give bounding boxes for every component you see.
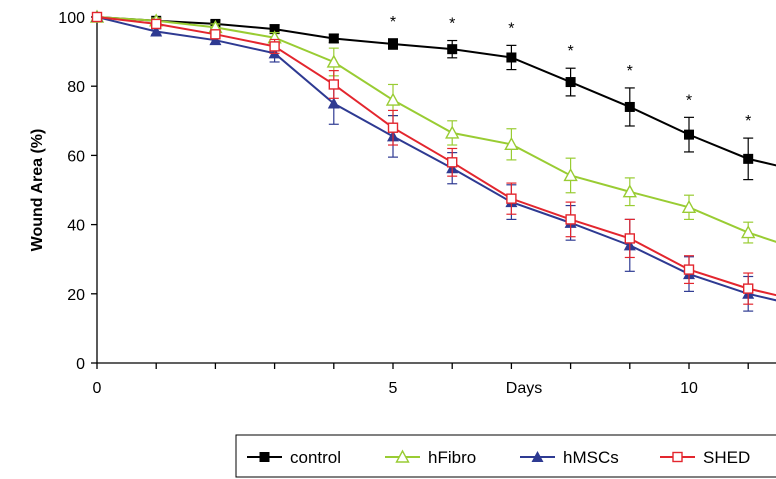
- data-point: [681, 199, 697, 214]
- data-point: [150, 18, 162, 30]
- data-point: [741, 225, 756, 239]
- significance-star: *: [686, 92, 692, 109]
- significance-star: *: [449, 16, 455, 33]
- series-line: [96, 16, 776, 243]
- significance-markers: * * * * * * *: [390, 14, 751, 130]
- data-point: [387, 122, 399, 133]
- y-tick-label: 0: [76, 356, 85, 373]
- data-point: [672, 451, 683, 463]
- y-tick-label: 60: [67, 148, 85, 165]
- data-point: [506, 52, 517, 63]
- significance-star: *: [627, 63, 633, 80]
- x-axis-title: Days: [506, 380, 542, 397]
- data-point: [328, 33, 339, 44]
- y-tick-label: 20: [67, 287, 85, 304]
- y-tick-label: 100: [58, 10, 85, 27]
- series-SHED: [91, 11, 776, 305]
- data-point: [624, 101, 635, 112]
- data-point: [445, 125, 460, 139]
- data-point: [150, 25, 163, 37]
- data-point: [328, 79, 339, 90]
- legend-item-hFibro: hFibro: [385, 448, 476, 467]
- data-point: [565, 214, 576, 225]
- x-tick-label: 10: [680, 380, 698, 397]
- x-tick-label: 0: [93, 380, 102, 397]
- series-line: [96, 16, 776, 167]
- legend-item-hMSCs: hMSCs: [520, 448, 619, 467]
- data-point: [210, 29, 221, 40]
- series-hFibro: [89, 9, 776, 244]
- series-control: [92, 12, 776, 181]
- data-point: [565, 77, 576, 88]
- significance-star: *: [508, 20, 514, 37]
- data-point: [683, 264, 695, 275]
- data-point: [209, 34, 222, 46]
- legend-label: hFibro: [428, 448, 476, 467]
- legend-label: control: [290, 448, 341, 467]
- data-point: [743, 283, 754, 294]
- data-point: [447, 44, 458, 55]
- y-axis-title: Wound Area (%): [29, 129, 46, 252]
- series-line: [96, 16, 776, 302]
- data-point: [447, 157, 458, 168]
- data-point: [269, 24, 280, 35]
- legend-item-SHED: SHED: [660, 448, 750, 467]
- data-point: [395, 449, 410, 463]
- significance-star: *: [745, 113, 751, 130]
- data-point: [743, 153, 754, 164]
- significance-star: *: [567, 43, 573, 60]
- data-point: [624, 233, 635, 244]
- data-point: [327, 97, 340, 109]
- significance-star: *: [390, 14, 396, 31]
- y-tick-label: 40: [67, 218, 85, 235]
- data-point: [326, 54, 341, 68]
- x-tick-label: 5: [389, 380, 398, 397]
- data-point: [504, 136, 519, 151]
- data-point: [506, 193, 517, 204]
- legend-item-control: control: [247, 448, 341, 467]
- legend-label: hMSCs: [563, 448, 619, 467]
- legend: control hFibro hMSCs SHED: [235, 434, 776, 478]
- y-tick-label: 80: [67, 79, 85, 96]
- data-point: [388, 38, 398, 49]
- legend-label: SHED: [703, 448, 750, 467]
- data-point: [269, 41, 280, 52]
- data-point: [259, 452, 270, 462]
- data-point: [385, 92, 401, 106]
- x-axis-ticks: 0 5 10: [93, 363, 749, 397]
- series-hMSCs: [91, 11, 776, 312]
- data-point: [622, 184, 637, 198]
- data-point: [563, 168, 578, 182]
- data-point: [91, 11, 103, 23]
- legend-box: [235, 434, 776, 478]
- data-point: [531, 451, 544, 462]
- data-point: [684, 129, 694, 140]
- series-layer: [89, 9, 776, 312]
- y-axis-ticks: 0 20 40 60 80 100: [58, 10, 97, 373]
